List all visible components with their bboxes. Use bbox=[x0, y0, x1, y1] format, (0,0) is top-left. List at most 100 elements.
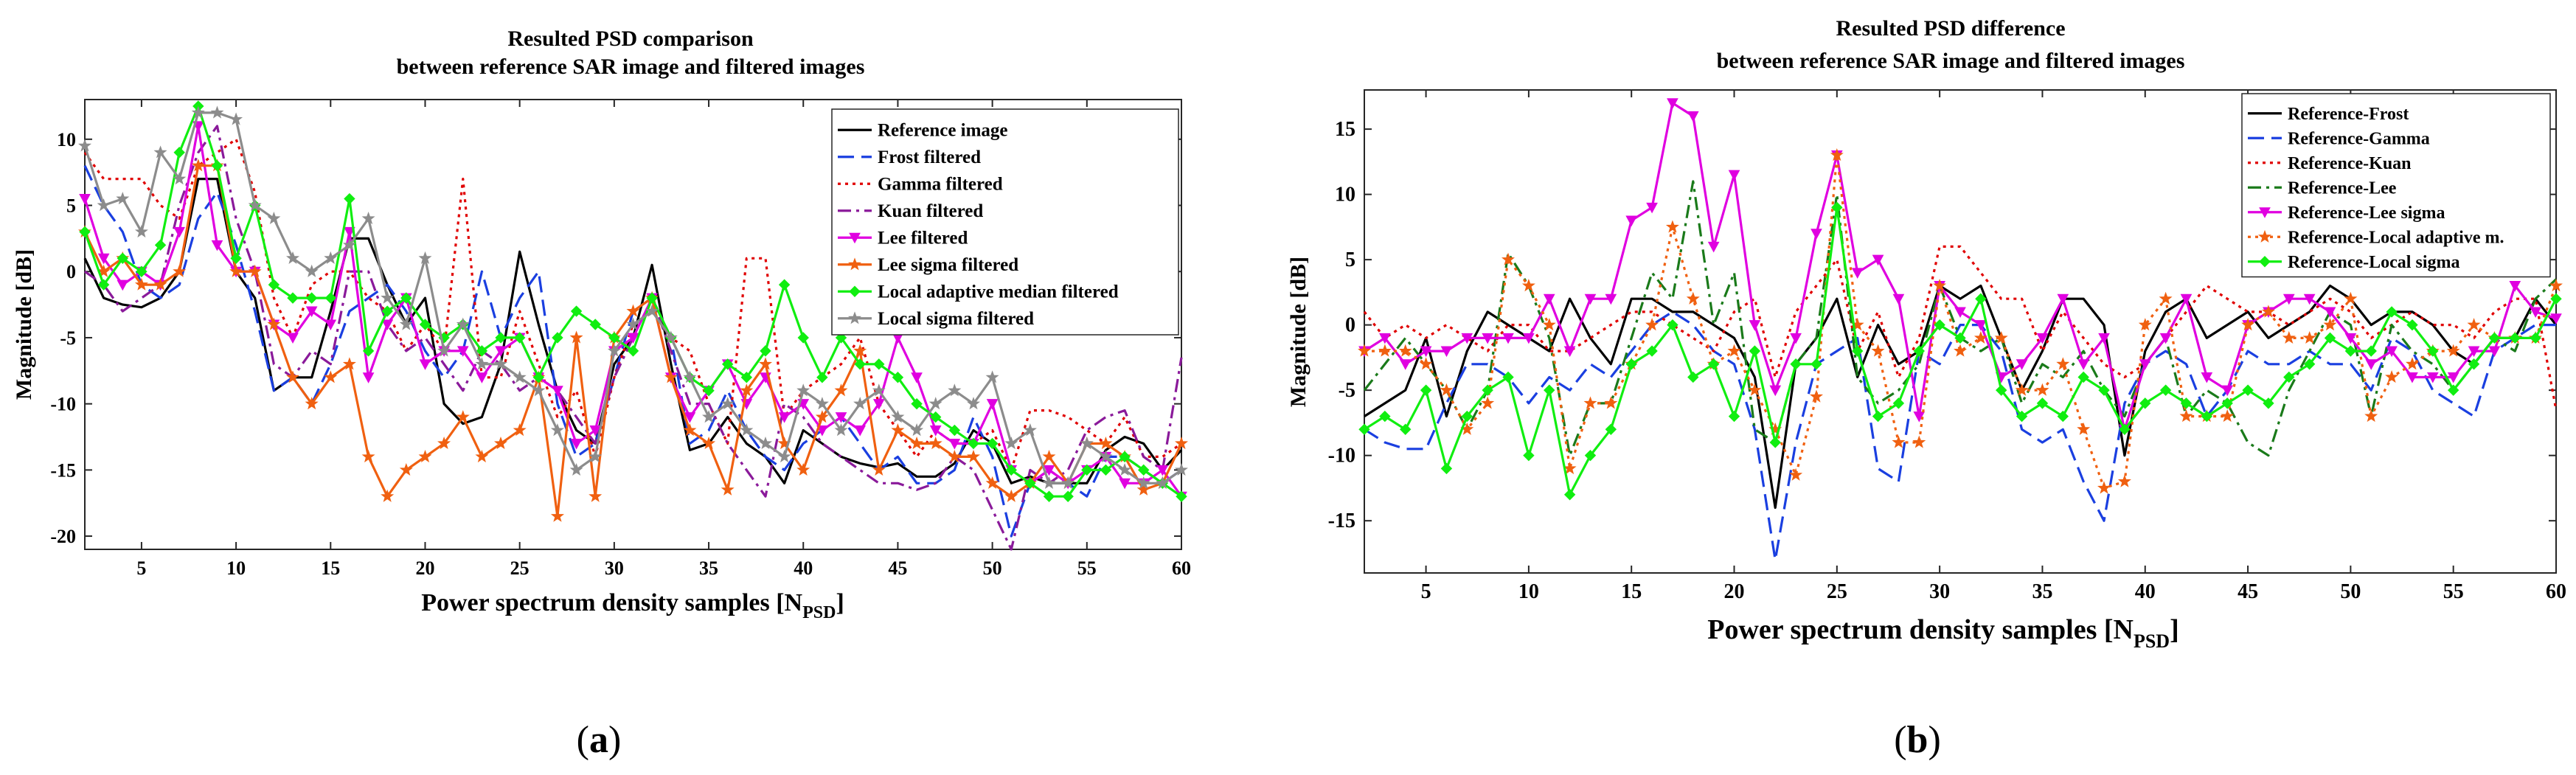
data-point-local-sigma-filtered bbox=[381, 291, 395, 304]
data-point-reference-local-sigma bbox=[1934, 319, 1945, 331]
series-reference-gamma bbox=[1364, 310, 2556, 561]
data-point-reference-lee-sigma bbox=[1687, 111, 1699, 122]
data-point-lee-sigma-filtered bbox=[569, 330, 583, 344]
legend-item-local-adaptive-median-filtered: Local adaptive median filtered bbox=[838, 282, 1119, 302]
series-reference-local-sigma bbox=[1358, 201, 2562, 501]
data-point-lee-sigma-filtered bbox=[1042, 449, 1056, 463]
data-point-local-sigma-filtered bbox=[607, 344, 621, 357]
data-point-reference-local-sigma bbox=[1687, 371, 1699, 383]
data-point-local-adaptive-median-filtered bbox=[419, 319, 431, 330]
data-point-reference-local-sigma bbox=[2201, 410, 2213, 423]
x-tick-label: 40 bbox=[794, 557, 813, 579]
data-point-lee-sigma-filtered bbox=[910, 437, 924, 450]
data-point-reference-lee-sigma bbox=[2303, 293, 2316, 305]
data-point-lee-filtered bbox=[211, 240, 223, 251]
data-point-lee-sigma-filtered bbox=[948, 449, 962, 463]
chart-title-b: Resulted PSD difference bbox=[1836, 16, 2065, 41]
data-point-reference-local-sigma bbox=[1954, 332, 1966, 344]
data-point-reference-local-sigma bbox=[1523, 449, 1535, 462]
data-point-local-adaptive-median-filtered bbox=[1138, 464, 1150, 476]
legend-marker bbox=[849, 232, 861, 244]
data-point-reference-local-sigma bbox=[1831, 201, 1843, 214]
y-tick-label: -20 bbox=[50, 526, 76, 547]
data-point-lee-sigma-filtered bbox=[891, 423, 905, 437]
data-point-local-sigma-filtered bbox=[721, 397, 735, 410]
data-point-lee-filtered bbox=[552, 386, 563, 397]
data-point-reference-local-adaptive-m bbox=[1973, 330, 1987, 344]
data-point-lee-filtered bbox=[97, 253, 110, 265]
data-point-reference-local-adaptive-m bbox=[1378, 344, 1392, 357]
data-point-reference-lee-sigma bbox=[2159, 333, 2172, 344]
data-point-lee-sigma-filtered bbox=[758, 357, 773, 370]
x-axis-label-end-b: ] bbox=[2170, 614, 2179, 645]
data-point-reference-local-sigma bbox=[2303, 358, 2316, 370]
legend-marker bbox=[2259, 207, 2271, 218]
x-axis-label-end-a: ] bbox=[836, 589, 844, 616]
data-point-local-sigma-filtered bbox=[1042, 476, 1056, 489]
data-point-reference-local-adaptive-m bbox=[2282, 330, 2296, 344]
data-point-local-sigma-filtered bbox=[702, 410, 716, 423]
data-point-local-adaptive-median-filtered bbox=[986, 437, 999, 450]
data-point-lee-filtered bbox=[816, 425, 828, 437]
data-point-reference-local-adaptive-m bbox=[1912, 435, 1926, 448]
data-point-local-sigma-filtered bbox=[834, 423, 848, 437]
data-point-local-sigma-filtered bbox=[97, 198, 111, 212]
y-tick-label: 10 bbox=[57, 129, 76, 150]
data-point-local-sigma-filtered bbox=[872, 383, 886, 397]
data-point-reference-local-sigma bbox=[2468, 358, 2480, 370]
data-point-reference-local-sigma bbox=[1358, 423, 1370, 435]
data-point-lee-filtered bbox=[117, 279, 129, 291]
data-point-lee-filtered bbox=[684, 412, 696, 423]
data-point-lee-sigma-filtered bbox=[191, 159, 205, 172]
data-point-reference-local-adaptive-m bbox=[1933, 279, 1947, 292]
data-point-lee-sigma-filtered bbox=[267, 317, 281, 330]
data-point-lee-sigma-filtered bbox=[683, 423, 697, 437]
data-point-reference-local-adaptive-m bbox=[1501, 252, 1515, 265]
data-point-reference-lee-sigma bbox=[2324, 307, 2336, 319]
series-line-reference-gamma bbox=[1364, 310, 2556, 561]
data-point-reference-lee-sigma bbox=[1769, 385, 1782, 397]
legend-item-local-sigma-filtered: Local sigma filtered bbox=[838, 309, 1034, 329]
data-point-local-sigma-filtered bbox=[948, 383, 962, 397]
data-point-reference-local-adaptive-m bbox=[1645, 318, 1659, 331]
data-point-lee-filtered bbox=[324, 319, 337, 331]
data-point-reference-local-sigma bbox=[1996, 384, 2007, 396]
data-point-local-adaptive-median-filtered bbox=[911, 397, 923, 410]
x-tick-label: 20 bbox=[415, 557, 434, 579]
data-point-reference-lee-sigma bbox=[2509, 281, 2521, 292]
data-point-local-sigma-filtered bbox=[78, 139, 91, 152]
chart-panel-b: Resulted PSD difference between referenc… bbox=[1286, 16, 2566, 761]
data-point-lee-filtered bbox=[835, 412, 847, 423]
legend-item-reference-frost: Reference-Frost bbox=[2248, 105, 2409, 124]
data-point-local-adaptive-median-filtered bbox=[703, 384, 715, 397]
data-point-reference-local-adaptive-m bbox=[1440, 383, 1454, 396]
data-point-local-adaptive-median-filtered bbox=[797, 332, 809, 344]
data-point-reference-lee-sigma bbox=[2426, 372, 2439, 383]
data-point-reference-lee-sigma bbox=[1646, 202, 1658, 214]
legend-item-reference-local-sigma: Reference-Local sigma bbox=[2248, 253, 2459, 272]
legend-label: Reference-Lee sigma bbox=[2288, 204, 2445, 223]
data-point-reference-lee-sigma bbox=[2036, 333, 2049, 344]
data-point-lee-filtered bbox=[911, 372, 923, 383]
data-point-local-sigma-filtered bbox=[1080, 437, 1094, 450]
data-point-local-sigma-filtered bbox=[1136, 476, 1150, 489]
y-tick-label: 0 bbox=[66, 261, 76, 282]
data-point-lee-sigma-filtered bbox=[1099, 437, 1113, 450]
data-point-reference-local-adaptive-m bbox=[2159, 291, 2173, 305]
data-point-local-sigma-filtered bbox=[796, 383, 810, 397]
data-point-lee-filtered bbox=[1043, 465, 1055, 476]
data-point-reference-local-adaptive-m bbox=[2015, 383, 2029, 396]
data-point-lee-sigma-filtered bbox=[928, 437, 942, 450]
data-point-reference-local-adaptive-m bbox=[1398, 344, 1412, 357]
data-point-reference-local-sigma bbox=[2242, 384, 2254, 396]
series-reference-kuan bbox=[1363, 245, 2558, 410]
data-point-reference-lee-sigma bbox=[1749, 320, 1761, 331]
data-point-reference-lee-sigma bbox=[2550, 313, 2562, 324]
data-point-lee-sigma-filtered bbox=[134, 277, 148, 291]
data-point-reference-local-sigma bbox=[1790, 358, 1802, 370]
x-tick-label: 10 bbox=[1518, 580, 1539, 603]
panel-label-b: (b) bbox=[1894, 719, 1941, 761]
data-point-lee-filtered bbox=[778, 412, 791, 423]
data-point-lee-sigma-filtered bbox=[702, 437, 716, 450]
data-point-reference-local-adaptive-m bbox=[2179, 409, 2193, 423]
